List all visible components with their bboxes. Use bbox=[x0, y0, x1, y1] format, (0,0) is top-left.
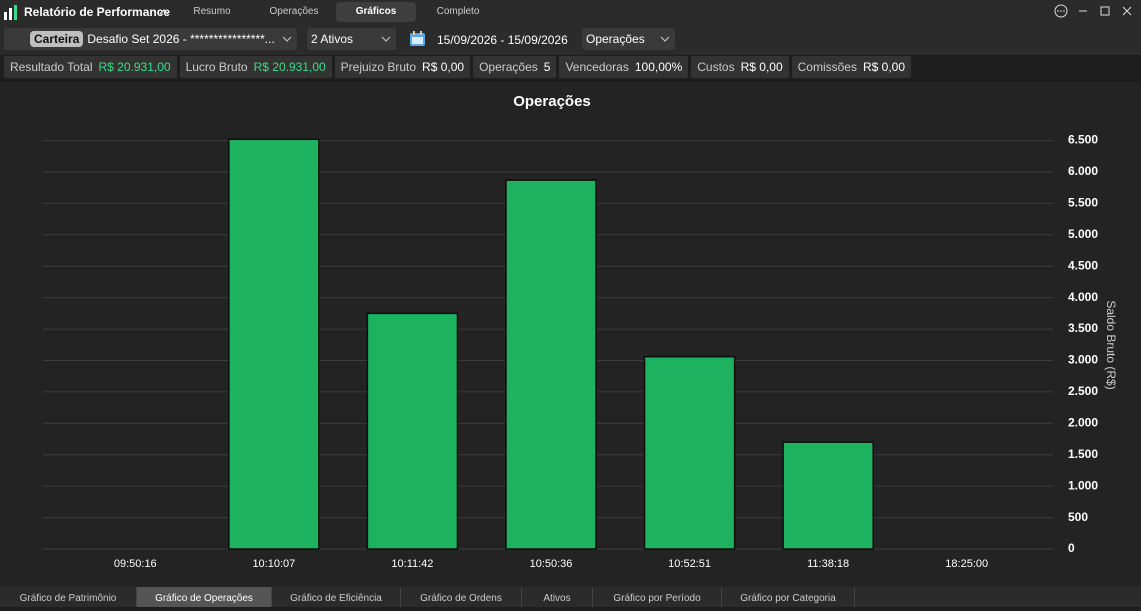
date-range[interactable]: 15/09/2026 - 15/09/2026 bbox=[437, 33, 568, 47]
assets-select[interactable]: 2 Ativos bbox=[307, 28, 396, 50]
x-tick-label: 10:11:42 bbox=[391, 558, 433, 570]
stat-box: Operações 5 bbox=[473, 56, 557, 78]
stat-label: Custos bbox=[697, 60, 735, 74]
bottom-tab[interactable]: Gráfico por Período bbox=[593, 587, 722, 607]
y-axis-label: Saldo Bruto (R$) bbox=[1104, 300, 1118, 389]
bar bbox=[228, 138, 320, 550]
stat-value: R$ 0,00 bbox=[740, 60, 783, 74]
y-tick-label: 2.000 bbox=[1068, 416, 1098, 430]
bottom-tab[interactable]: Gráfico de Eficiência bbox=[272, 587, 401, 607]
bottom-tab[interactable]: Gráfico por Categoria bbox=[722, 587, 855, 607]
stat-box: Vencedoras 100,00% bbox=[559, 56, 689, 78]
title-bar: Relatório de Performance Resumo Operações… bbox=[0, 0, 1141, 24]
bar bbox=[505, 179, 597, 550]
stat-label: Resultado Total bbox=[10, 60, 93, 74]
stat-box: Lucro Bruto R$ 20.931,00 bbox=[179, 56, 332, 78]
portfolio-select[interactable]: Carteira Desafio Set 2026 - *************… bbox=[4, 28, 297, 50]
portfolio-label: Carteira bbox=[30, 31, 84, 47]
window-title: Relatório de Performance bbox=[24, 5, 171, 19]
collapse-icon[interactable] bbox=[159, 7, 169, 17]
y-tick-label: 3.500 bbox=[1068, 321, 1098, 335]
view-select[interactable]: Operações bbox=[582, 28, 675, 50]
stat-value: R$ 20.931,00 bbox=[98, 60, 171, 74]
stats-bar: Resultado Total R$ 20.931,00 Lucro Bruto R$… bbox=[4, 56, 912, 78]
x-tick-label: 18:25:00 bbox=[945, 558, 988, 570]
stat-box: Comissões R$ 0,00 bbox=[791, 56, 912, 78]
stat-label: Lucro Bruto bbox=[185, 60, 248, 74]
y-tick-label: 500 bbox=[1068, 510, 1088, 524]
bar bbox=[366, 312, 459, 550]
tab[interactable]: Gráficos bbox=[336, 2, 416, 22]
stat-box: Prejuizo Bruto R$ 0,00 bbox=[334, 56, 471, 78]
stat-label: Operações bbox=[479, 60, 538, 74]
tab-bar: Resumo Operações Gráficos Completo bbox=[172, 2, 500, 22]
stat-value: 100,00% bbox=[634, 60, 683, 74]
stat-value: R$ 0,00 bbox=[422, 60, 465, 74]
stat-value: 5 bbox=[543, 60, 551, 74]
stat-label: Comissões bbox=[797, 60, 857, 74]
y-tick-label: 2.500 bbox=[1068, 384, 1098, 398]
stat-box: Resultado Total R$ 20.931,00 bbox=[4, 56, 177, 78]
y-tick-label: 4.500 bbox=[1068, 258, 1098, 272]
x-tick-label: 11:38:18 bbox=[807, 558, 849, 570]
y-tick-label: 5.500 bbox=[1068, 196, 1098, 210]
bottom-tab[interactable]: Gráfico de Operações bbox=[137, 587, 272, 607]
y-tick-label: 4.000 bbox=[1068, 290, 1098, 304]
stat-label: Prejuizo Bruto bbox=[340, 60, 417, 74]
y-tick-label: 1.000 bbox=[1068, 478, 1098, 492]
toolbar: Carteira Desafio Set 2026 - *************… bbox=[0, 24, 1141, 55]
bar bbox=[782, 441, 874, 550]
y-tick-label: 3.000 bbox=[1068, 353, 1098, 367]
x-tick-label: 10:50:36 bbox=[530, 558, 573, 570]
stat-value: R$ 0,00 bbox=[862, 60, 906, 74]
chart-title: Operações bbox=[513, 93, 591, 110]
bar bbox=[643, 355, 736, 550]
chart: Operações Saldo Bruto (R$) 0 500 1.000 1.50… bbox=[0, 82, 1141, 587]
x-tick-label: 10:52:51 bbox=[668, 558, 711, 570]
calendar-icon[interactable] bbox=[409, 30, 427, 48]
tab[interactable]: Resumo bbox=[193, 6, 231, 17]
stat-value: R$ 20.931,00 bbox=[253, 60, 326, 74]
bottom-tab[interactable]: Gráfico de Ordens bbox=[401, 587, 522, 607]
tab[interactable]: Completo bbox=[436, 6, 480, 17]
assets-value: 2 Ativos bbox=[311, 32, 354, 46]
app-icon bbox=[4, 5, 17, 20]
x-tick-label: 10:10:07 bbox=[252, 558, 295, 570]
window-controls[interactable] bbox=[1050, 0, 1140, 24]
y-tick-label: 0 bbox=[1068, 541, 1075, 555]
portfolio-value: Desafio Set 2026 - ****************... bbox=[87, 32, 275, 46]
y-tick-label: 1.500 bbox=[1068, 447, 1098, 461]
tab[interactable]: Operações bbox=[269, 6, 319, 17]
bottom-tab[interactable]: Gráfico de Patrimônio bbox=[0, 587, 137, 607]
stat-label: Vencedoras bbox=[565, 60, 629, 74]
y-tick-label: 5.000 bbox=[1068, 227, 1098, 241]
y-tick-label: 6.000 bbox=[1068, 164, 1098, 178]
x-tick-label: 09:50:16 bbox=[114, 558, 157, 570]
bottom-tab-bar: Gráfico de Patrimônio Gráfico de Operaçõe… bbox=[0, 587, 1141, 607]
bottom-tab[interactable]: Ativos bbox=[522, 587, 593, 607]
stat-box: Custos R$ 0,00 bbox=[691, 56, 789, 78]
view-value: Operações bbox=[586, 32, 645, 46]
y-tick-label: 6.500 bbox=[1068, 133, 1098, 147]
